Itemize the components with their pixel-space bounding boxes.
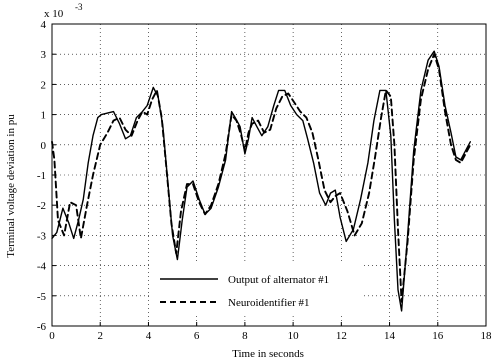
x-tick-label: 4: [146, 330, 152, 342]
y-axis-label: Terminal voltage deviation in pu: [5, 114, 17, 258]
y-scale-label: x 10 -3: [44, 2, 83, 20]
y-tick-label: 4: [41, 19, 47, 31]
x-tick-label: 0: [49, 330, 55, 342]
legend: Output of alternator #1 Neuroidentifier …: [150, 264, 362, 314]
x-axis-label: Time in seconds: [232, 348, 304, 360]
y-scale-base: x 10: [44, 8, 64, 20]
y-tick-label: 3: [41, 49, 47, 61]
y-tick-label: -2: [37, 200, 46, 212]
y-tick-label: -6: [37, 321, 47, 333]
x-tick-label: 14: [384, 330, 396, 342]
x-tick-label: 16: [432, 330, 444, 342]
y-tick-label: -1: [37, 170, 46, 182]
x-tick-label: 18: [481, 330, 493, 342]
x-tick-label: 2: [97, 330, 103, 342]
y-tick-label: -5: [37, 291, 47, 303]
legend-label-alternator: Output of alternator #1: [228, 274, 329, 286]
x-tick-label: 12: [336, 330, 347, 342]
y-tick-label: -3: [37, 230, 47, 242]
y-tick-label: 0: [41, 140, 47, 152]
y-tick-label: -4: [37, 261, 47, 273]
y-tick-label: 1: [41, 110, 47, 122]
x-tick-label: 10: [288, 330, 300, 342]
x-tick-label: 6: [194, 330, 200, 342]
legend-label-neuroidentifier: Neuroidentifier #1: [228, 297, 310, 309]
y-tick-label: 2: [41, 79, 47, 91]
x-tick-label: 8: [242, 330, 248, 342]
y-scale-exponent: -3: [75, 2, 83, 12]
